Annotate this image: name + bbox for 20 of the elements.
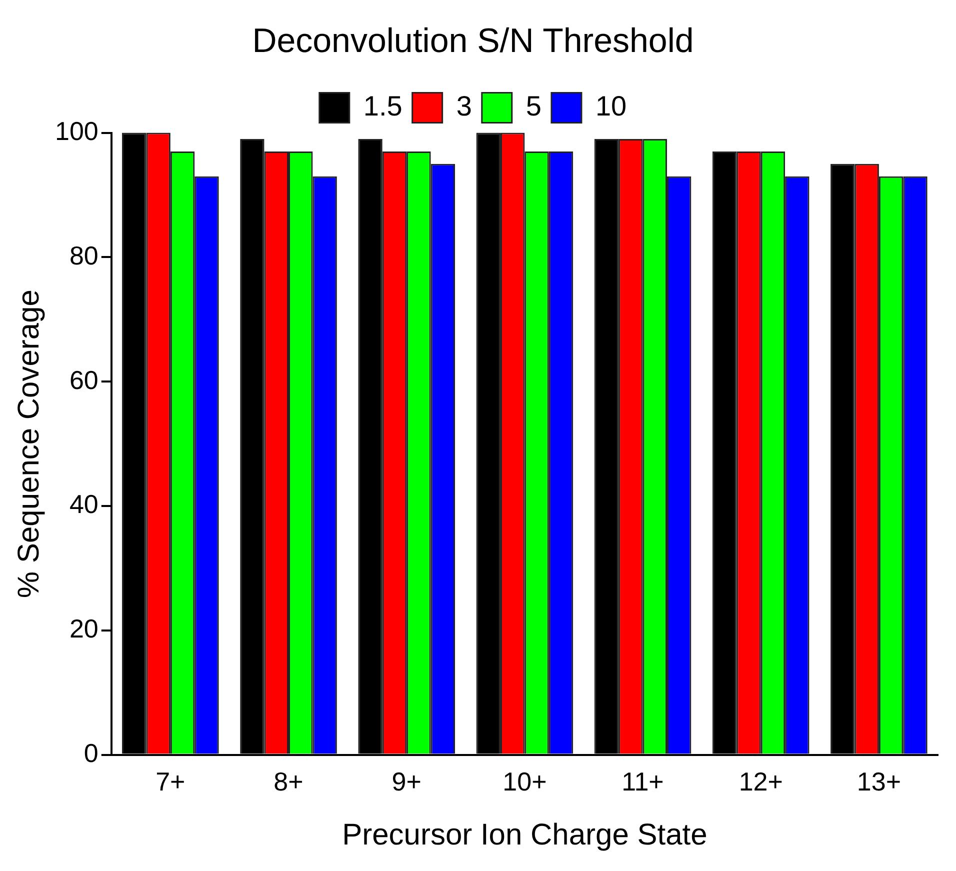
y-tick-label: 0 (84, 738, 98, 768)
x-tick-label: 11+ (622, 766, 664, 797)
x-tick-label: 10+ (502, 766, 547, 797)
x-tick-label: 7+ (156, 766, 186, 797)
y-axis-title: % Sequence Coverage (12, 290, 46, 598)
legend-label: 3 (456, 90, 472, 122)
y-tick-label: 60 (69, 364, 98, 395)
y-tick-label: 100 (54, 116, 98, 146)
x-tick-label: 12+ (738, 766, 783, 797)
legend-label: 10 (595, 90, 627, 122)
x-tick-label: 8+ (274, 766, 304, 797)
y-tick-label: 40 (69, 489, 98, 520)
x-tick-label: 13+ (856, 766, 902, 797)
y-tick-label: 80 (69, 240, 98, 270)
x-axis-title: Precursor Ion Charge State (342, 818, 708, 852)
chart-title: Deconvolution S/N Threshold (252, 22, 694, 60)
x-tick-label: 9+ (392, 766, 422, 797)
legend-label: 1.5 (363, 90, 402, 122)
y-tick-label: 20 (69, 614, 98, 644)
legend-label: 5 (526, 90, 542, 122)
